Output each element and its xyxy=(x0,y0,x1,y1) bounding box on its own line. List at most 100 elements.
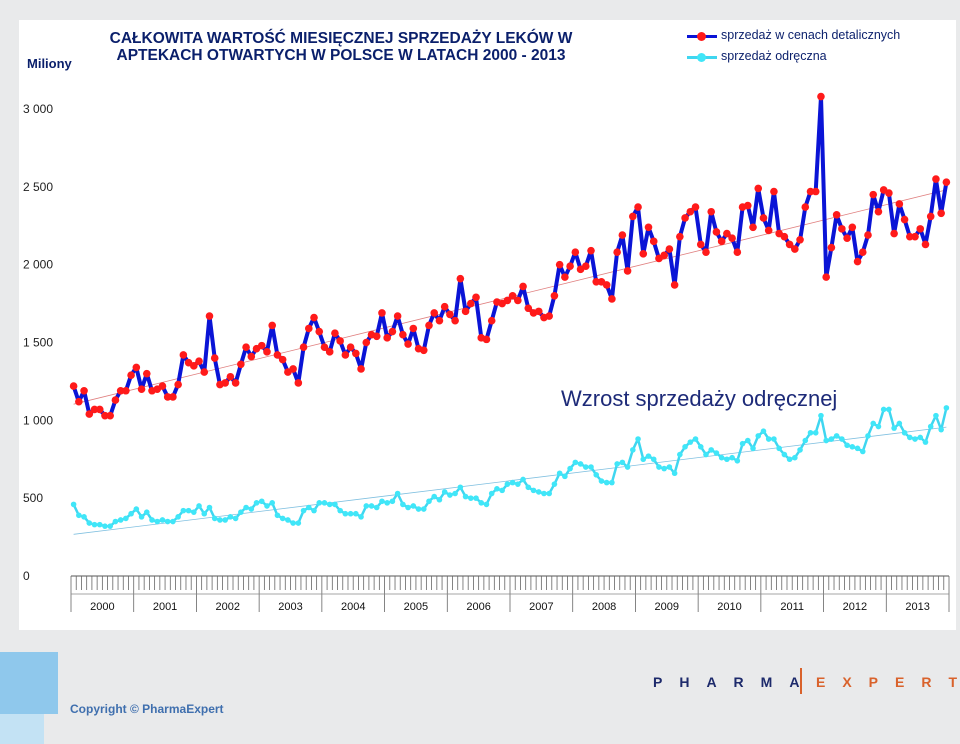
data-point-otc xyxy=(593,472,600,478)
data-point-retail xyxy=(639,249,648,258)
brand-name-left: PHARMA xyxy=(653,674,817,690)
x-year-label: 2011 xyxy=(780,601,804,613)
data-point-retail xyxy=(346,343,355,351)
data-point-retail xyxy=(613,248,621,257)
data-point-otc xyxy=(133,506,140,512)
brand-name-right: EXPERT xyxy=(816,674,960,690)
data-point-otc xyxy=(222,517,228,523)
data-point-retail xyxy=(545,312,553,320)
data-point-retail xyxy=(696,240,705,249)
data-point-retail xyxy=(247,352,256,361)
data-point-otc xyxy=(938,426,944,433)
data-point-otc xyxy=(295,520,302,526)
data-point-retail xyxy=(895,200,904,208)
data-point-otc xyxy=(640,456,647,463)
data-point-retail xyxy=(822,273,830,281)
data-point-retail xyxy=(874,207,883,216)
data-point-retail xyxy=(514,296,522,305)
data-point-otc xyxy=(243,504,249,511)
data-point-otc xyxy=(389,498,396,505)
data-point-otc xyxy=(556,470,563,477)
data-point-otc xyxy=(797,447,803,453)
data-point-retail xyxy=(838,225,846,233)
data-point-otc xyxy=(849,443,856,450)
data-point-otc xyxy=(823,437,829,444)
data-point-retail xyxy=(566,262,574,271)
data-point-retail xyxy=(273,351,282,359)
data-point-otc xyxy=(483,501,490,508)
data-point-retail xyxy=(785,240,794,249)
data-point-otc xyxy=(776,445,782,452)
data-point-retail xyxy=(937,209,945,218)
data-point-otc xyxy=(96,521,103,528)
data-point-otc xyxy=(933,412,939,419)
data-point-retail xyxy=(754,184,763,193)
data-point-otc xyxy=(238,509,244,515)
data-point-retail xyxy=(461,307,470,316)
data-point-retail xyxy=(425,321,433,330)
data-point-otc xyxy=(582,464,589,470)
x-year-label: 2001 xyxy=(153,601,177,613)
data-point-otc xyxy=(279,515,286,522)
y-tick-label: 1 000 xyxy=(23,413,53,427)
data-point-otc xyxy=(807,429,814,436)
series-layer xyxy=(69,92,951,535)
data-point-retail xyxy=(221,379,229,387)
y-tick-label: 2 500 xyxy=(23,180,53,194)
data-point-otc xyxy=(373,504,380,511)
data-point-otc xyxy=(734,458,741,464)
logo-square-small xyxy=(0,714,44,744)
data-point-retail xyxy=(388,327,397,336)
data-point-retail xyxy=(843,234,851,243)
data-point-retail xyxy=(75,397,83,406)
data-point-otc xyxy=(792,454,798,461)
data-point-otc xyxy=(70,501,77,508)
data-point-retail xyxy=(649,237,658,246)
data-point-otc xyxy=(724,456,730,463)
data-point-otc xyxy=(661,465,667,472)
data-point-otc xyxy=(760,428,767,435)
data-point-otc xyxy=(353,510,359,517)
data-point-retail xyxy=(237,360,245,369)
data-point-retail xyxy=(629,212,637,221)
data-point-retail xyxy=(864,231,872,239)
data-point-retail xyxy=(780,232,789,241)
data-point-otc xyxy=(912,436,918,442)
data-point-otc xyxy=(619,459,626,466)
data-point-otc xyxy=(394,490,401,497)
data-point-retail xyxy=(226,372,235,381)
data-point-retail xyxy=(796,235,804,244)
data-point-retail xyxy=(320,343,329,351)
data-point-retail xyxy=(644,223,653,232)
series-line-otc xyxy=(72,407,948,528)
data-point-otc xyxy=(143,509,150,515)
data-point-otc xyxy=(525,484,532,491)
data-point-retail xyxy=(686,207,695,216)
data-point-otc xyxy=(164,518,171,525)
data-point-retail xyxy=(733,248,742,257)
data-point-retail xyxy=(487,316,496,325)
data-point-otc xyxy=(149,517,155,523)
data-point-otc xyxy=(656,464,662,470)
data-point-otc xyxy=(123,515,129,522)
data-point-retail xyxy=(95,405,104,414)
data-point-retail xyxy=(634,203,642,211)
data-point-otc xyxy=(81,514,87,520)
data-point-otc xyxy=(896,420,903,427)
data-point-retail xyxy=(811,187,820,196)
data-point-retail xyxy=(456,274,465,283)
data-point-otc xyxy=(927,423,934,430)
data-point-otc xyxy=(635,436,641,442)
data-point-otc xyxy=(907,434,913,441)
data-point-retail xyxy=(378,309,386,317)
x-year-label: 2008 xyxy=(592,601,616,613)
brand-separator xyxy=(800,668,802,694)
data-point-retail xyxy=(315,327,324,336)
data-point-retail xyxy=(137,385,146,394)
data-point-otc xyxy=(839,436,845,442)
data-point-retail xyxy=(900,215,909,224)
data-point-otc xyxy=(713,450,720,456)
data-point-otc xyxy=(844,442,850,449)
trend-line xyxy=(73,426,947,535)
